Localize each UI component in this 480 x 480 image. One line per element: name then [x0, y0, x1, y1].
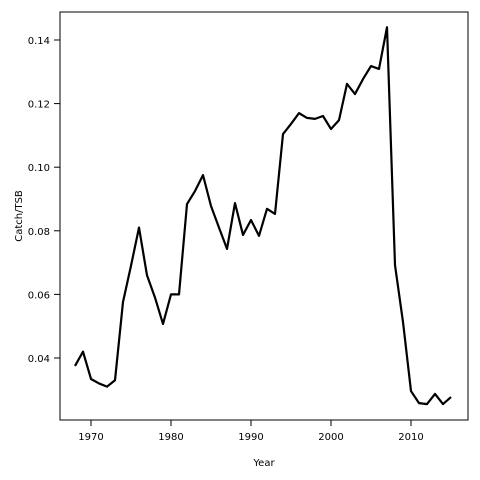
x-tick-label: 1980 [158, 432, 183, 443]
x-tick-label: 1990 [238, 432, 263, 443]
y-tick-label: 0.06 [28, 290, 50, 301]
y-tick-label: 0.10 [28, 163, 50, 174]
data-line [74, 26, 452, 406]
y-tick-label: 0.04 [28, 354, 50, 365]
x-tick-label: 2010 [398, 432, 423, 443]
x-tick-label: 2000 [318, 432, 343, 443]
y-tick-label: 0.14 [28, 36, 50, 47]
y-tick-label: 0.08 [28, 227, 50, 238]
x-axis-label: Year [252, 458, 275, 469]
y-tick-label: 0.12 [28, 100, 50, 111]
x-tick-label: 1970 [78, 432, 103, 443]
y-axis-label: Catch/TSB [14, 190, 25, 242]
plot-frame [59, 11, 469, 421]
